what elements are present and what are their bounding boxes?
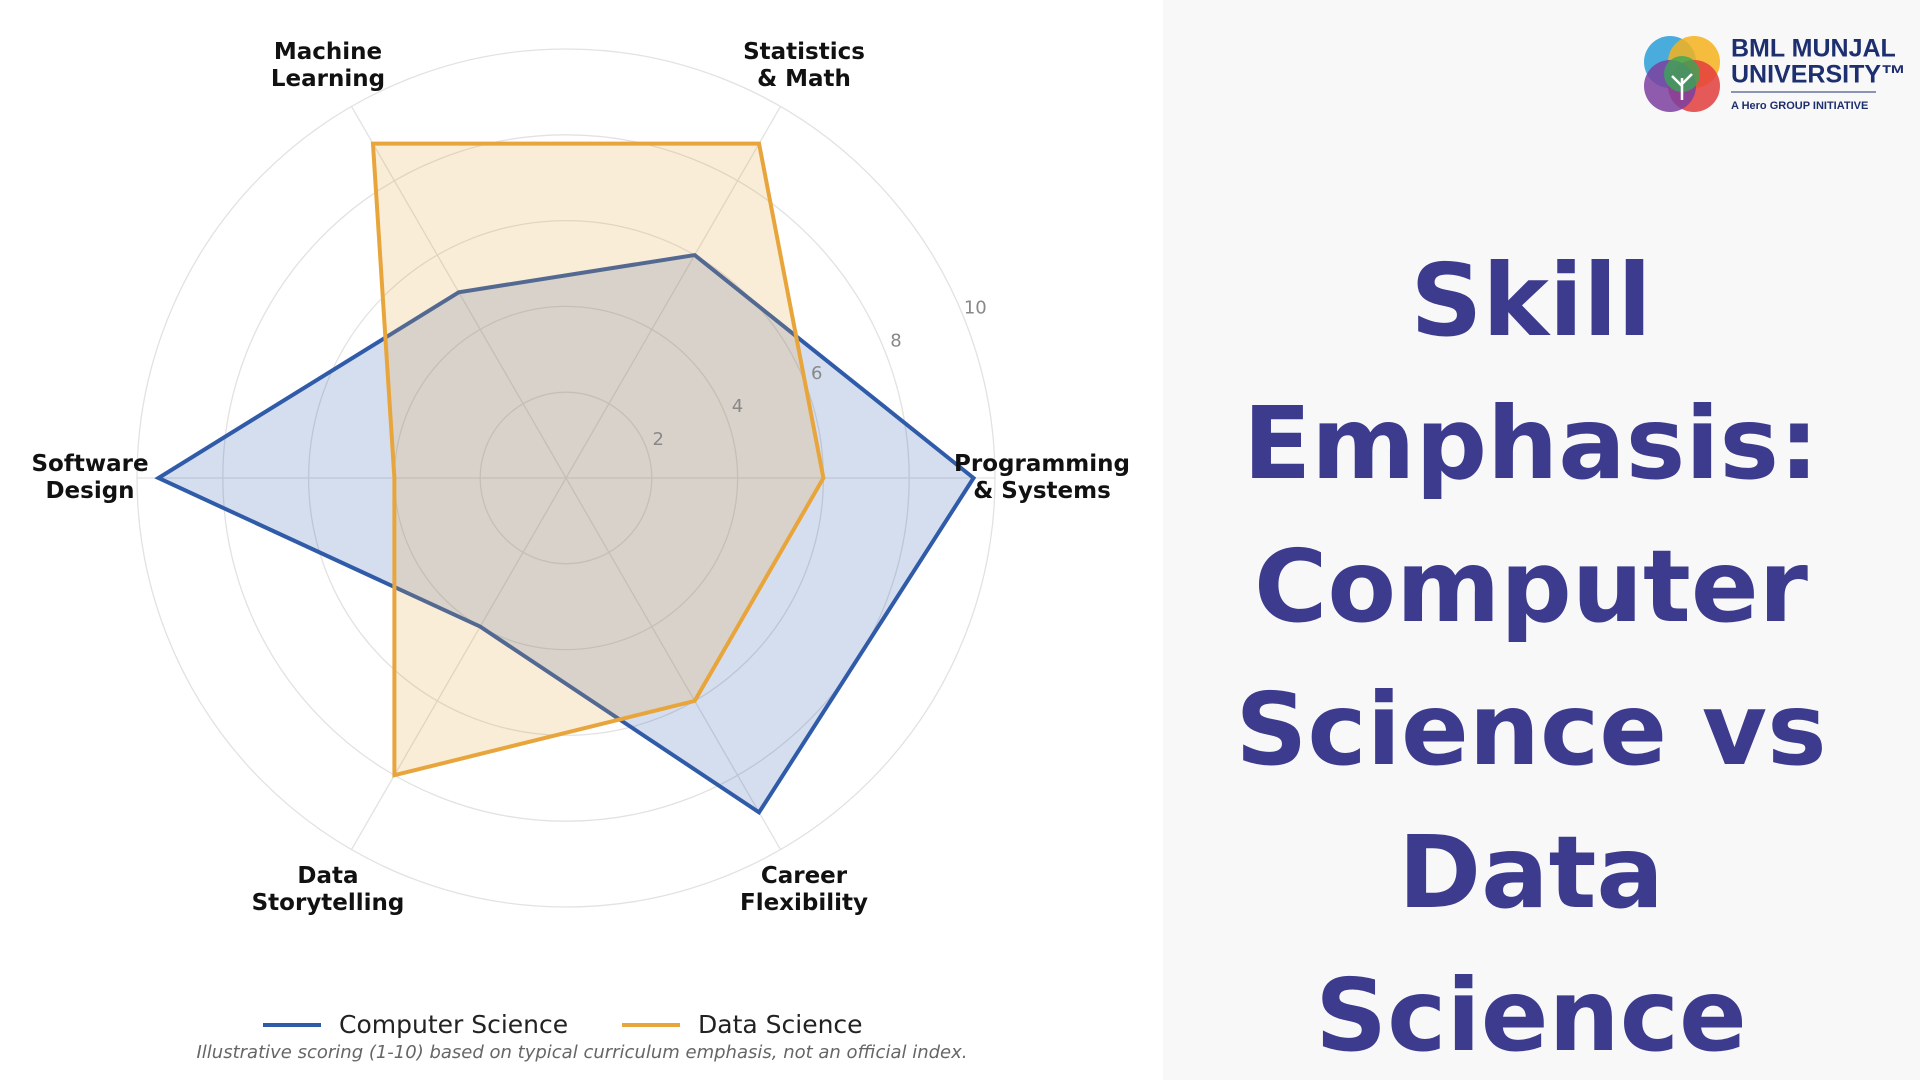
grid-spoke bbox=[565, 106, 782, 479]
series-area bbox=[154, 252, 977, 816]
axis-label: Data Storytelling bbox=[251, 863, 405, 917]
logo-line: UNIVERSITY™ bbox=[1731, 61, 1906, 89]
grid-spoke bbox=[565, 477, 782, 850]
axis-label: Statistics & Math bbox=[743, 38, 865, 92]
r-tick-label: 2 bbox=[652, 429, 663, 450]
legend-label: Data Science bbox=[698, 1010, 863, 1039]
r-tick-label: 8 bbox=[890, 330, 901, 351]
r-tick-label: 4 bbox=[732, 396, 743, 417]
logo-tagline: A Hero GROUP INITIATIVE bbox=[1731, 100, 1868, 112]
axis-label: Software Design bbox=[31, 451, 149, 504]
axis-label: Machine Learning bbox=[270, 38, 386, 92]
r-tick-label: 6 bbox=[811, 363, 822, 384]
r-tick-label: 10 bbox=[964, 297, 987, 318]
grid-spoke bbox=[350, 477, 567, 850]
footnote: Illustrative scoring (1-10) based on typ… bbox=[197, 1042, 968, 1063]
axis-label: Programming & Systems bbox=[954, 451, 1130, 504]
logo-mark bbox=[1644, 36, 1720, 112]
legend-label: Computer Science bbox=[339, 1010, 568, 1039]
logo-line: BML MUNJAL bbox=[1731, 35, 1896, 63]
series-area bbox=[370, 141, 826, 778]
axis-label: Career Flexibility bbox=[739, 863, 869, 917]
side-panel bbox=[1163, 0, 1920, 1080]
page-title: Skill Emphasis: Computer Science vs Data… bbox=[1235, 242, 1827, 1074]
